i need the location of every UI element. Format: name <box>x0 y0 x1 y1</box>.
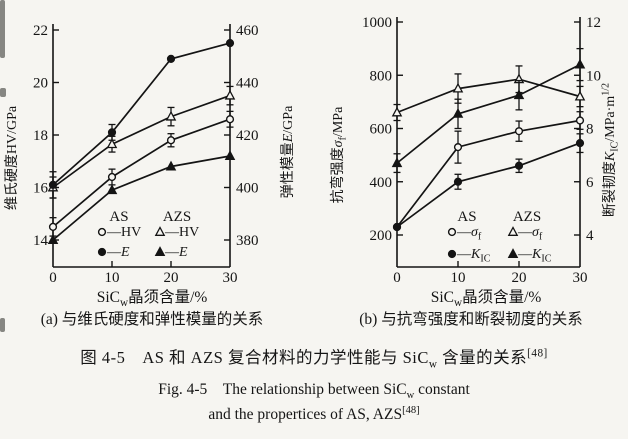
svg-text:18: 18 <box>33 128 48 144</box>
chart-a-hardness-modulus: 14 16 18 20 22 380 400 420 440 460 0 10 20 30 维氏硬度HV/G… <box>4 23 296 328</box>
svg-text:4: 4 <box>586 228 594 244</box>
svg-text:400: 400 <box>236 181 259 197</box>
scan-artifact <box>0 88 6 97</box>
svg-text:10: 10 <box>586 68 601 84</box>
svg-text:维氏硬度HV/GPa: 维氏硬度HV/GPa <box>4 105 20 210</box>
svg-text:440: 440 <box>236 76 259 92</box>
svg-text:AS: AS <box>457 209 476 225</box>
svg-text:1000: 1000 <box>362 15 392 31</box>
svg-text:20: 20 <box>164 270 179 286</box>
svg-text:(a) 与维氏硬度和弹性模量的关系: (a) 与维氏硬度和弹性模量的关系 <box>41 310 264 328</box>
svg-text:16: 16 <box>33 181 49 197</box>
svg-text:8: 8 <box>586 122 594 138</box>
svg-text:10: 10 <box>451 270 466 286</box>
figure-caption-english-line2: and the propertices of AS, AZS[48] <box>208 405 420 424</box>
svg-text:6: 6 <box>586 175 594 191</box>
figure-caption-english-line1: Fig. 4-5 The relationship between SiCw c… <box>158 381 470 402</box>
svg-text:10: 10 <box>105 270 120 286</box>
scan-artifact <box>0 0 5 58</box>
svg-text:420: 420 <box>236 128 259 144</box>
svg-text:400: 400 <box>370 175 393 191</box>
svg-text:—HV: —HV <box>106 225 141 240</box>
svg-text:0: 0 <box>393 270 401 286</box>
svg-text:—E: —E <box>106 245 130 260</box>
scan-artifact <box>0 318 5 332</box>
svg-text:(b) 与抗弯强度和断裂韧度的关系: (b) 与抗弯强度和断裂韧度的关系 <box>359 310 582 328</box>
svg-text:12: 12 <box>586 15 601 31</box>
svg-text:800: 800 <box>370 68 393 84</box>
chart-b-strength-toughness: 200 400 600 800 1000 4 6 8 10 12 0 10 20 30 抗弯强度σf/MPa… <box>329 15 621 328</box>
svg-text:AZS: AZS <box>513 209 541 225</box>
svg-text:—KIC: —KIC <box>517 247 552 265</box>
svg-text:200: 200 <box>370 228 393 244</box>
svg-text:30: 30 <box>223 270 238 286</box>
svg-text:20: 20 <box>512 270 527 286</box>
svg-text:—HV: —HV <box>164 225 199 240</box>
svg-text:460: 460 <box>236 23 259 39</box>
svg-text:14: 14 <box>33 233 49 249</box>
svg-text:SiCw晶须含量/%: SiCw晶须含量/% <box>97 288 208 309</box>
svg-text:抗弯强度σf/MPa: 抗弯强度σf/MPa <box>329 106 349 203</box>
svg-text:—σf: —σf <box>456 225 482 243</box>
svg-text:—E: —E <box>164 245 188 260</box>
svg-text:22: 22 <box>33 23 48 39</box>
svg-text:SiCw晶须含量/%: SiCw晶须含量/% <box>431 288 542 309</box>
svg-text:30: 30 <box>573 270 588 286</box>
svg-text:600: 600 <box>370 122 393 138</box>
svg-text:断裂韧度KIC/MPa·m1/2: 断裂韧度KIC/MPa·m1/2 <box>601 83 621 217</box>
svg-text:AZS: AZS <box>163 209 191 225</box>
svg-text:380: 380 <box>236 233 259 249</box>
svg-text:AS: AS <box>109 209 128 225</box>
svg-text:—σf: —σf <box>517 225 543 243</box>
svg-text:20: 20 <box>33 76 48 92</box>
figure-caption-chinese: 图 4-5 AS 和 AZS 复合材料的力学性能与 SiCw 含量的关系[48] <box>80 347 548 371</box>
svg-text:0: 0 <box>49 270 57 286</box>
svg-text:弹性模量E/GPa: 弹性模量E/GPa <box>280 105 296 198</box>
svg-text:—KIC: —KIC <box>456 247 491 265</box>
